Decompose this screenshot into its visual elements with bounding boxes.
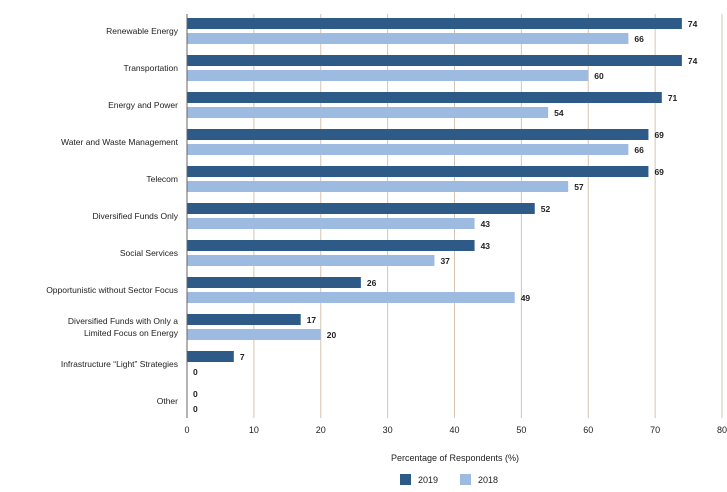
legend-label: 2018 [478, 475, 498, 485]
category-label: Telecom [146, 174, 178, 184]
bar-2018 [187, 292, 515, 303]
bar-2018 [187, 329, 321, 340]
bar-2018 [187, 255, 435, 266]
bar-2018 [187, 218, 475, 229]
x-tick-label: 50 [516, 425, 526, 435]
value-label: 0 [193, 367, 198, 377]
value-label: 66 [634, 145, 644, 155]
value-labels: 74 66 74 60 71 54 69 66 69 57 52 43 43 37 26 49 17 20 7 0 0 0 [193, 19, 698, 414]
x-tick-label: 20 [316, 425, 326, 435]
x-tick-label: 70 [650, 425, 660, 435]
bar-2019 [187, 129, 649, 140]
bar-2019 [187, 55, 682, 66]
bar-2018 [187, 144, 629, 155]
x-axis: 0 10 20 30 40 50 60 70 80 [184, 14, 727, 435]
value-label: 57 [574, 182, 584, 192]
bar-2019 [187, 92, 662, 103]
value-label: 60 [594, 71, 604, 81]
value-label: 66 [634, 34, 644, 44]
bar-2019 [187, 351, 234, 362]
value-label: 52 [541, 204, 551, 214]
category-labels: Renewable Energy Transportation Energy and… [46, 26, 179, 406]
category-label: Renewable Energy [106, 26, 179, 36]
x-tick-label: 10 [249, 425, 259, 435]
value-label: 7 [240, 352, 245, 362]
category-label: Transportation [124, 63, 179, 73]
value-label: 43 [481, 219, 491, 229]
bar-2018 [187, 70, 589, 81]
category-label: Opportunistic without Sector Focus [46, 285, 178, 295]
value-label: 0 [193, 389, 198, 399]
x-tick-label: 80 [717, 425, 727, 435]
bar-2019 [187, 277, 361, 288]
x-tick-label: 40 [449, 425, 459, 435]
bar-2019 [187, 18, 682, 29]
value-label: 26 [367, 278, 377, 288]
bar-2019 [187, 240, 475, 251]
value-label: 54 [554, 108, 564, 118]
bar-2019 [187, 314, 301, 325]
category-label: Energy and Power [108, 100, 178, 110]
value-label: 43 [481, 241, 491, 251]
category-label: Water and Waste Management [61, 137, 179, 147]
bar-2018 [187, 181, 569, 192]
value-label: 20 [327, 330, 337, 340]
bar-2019 [187, 166, 649, 177]
value-label: 17 [307, 315, 317, 325]
value-label: 0 [193, 404, 198, 414]
x-tick-label: 30 [383, 425, 393, 435]
category-label: Diversified Funds Only [92, 211, 178, 221]
value-label: 74 [688, 56, 698, 66]
x-tick-label: 0 [184, 425, 189, 435]
value-label: 69 [654, 167, 664, 177]
bar-2018 [187, 33, 629, 44]
category-label: Diversified Funds with Only a Limited Foc… [68, 316, 179, 338]
gridlines [186, 14, 723, 418]
legend-label: 2019 [418, 475, 438, 485]
legend: 2019 2018 [400, 474, 498, 485]
legend-swatch-2019 [400, 474, 411, 485]
x-axis-title: Percentage of Respondents (%) [391, 453, 519, 463]
value-label: 37 [440, 256, 450, 266]
x-tick-label: 60 [583, 425, 593, 435]
value-label: 49 [521, 293, 531, 303]
value-label: 69 [654, 130, 664, 140]
bar-2019 [187, 203, 535, 214]
bars [187, 18, 682, 362]
category-label: Social Services [120, 248, 178, 258]
bar-2018 [187, 107, 549, 118]
category-label: Other [157, 396, 178, 406]
value-label: 71 [668, 93, 678, 103]
legend-swatch-2018 [460, 474, 471, 485]
value-label: 74 [688, 19, 698, 29]
category-label: Infrastructure “Light” Strategies [61, 359, 178, 369]
